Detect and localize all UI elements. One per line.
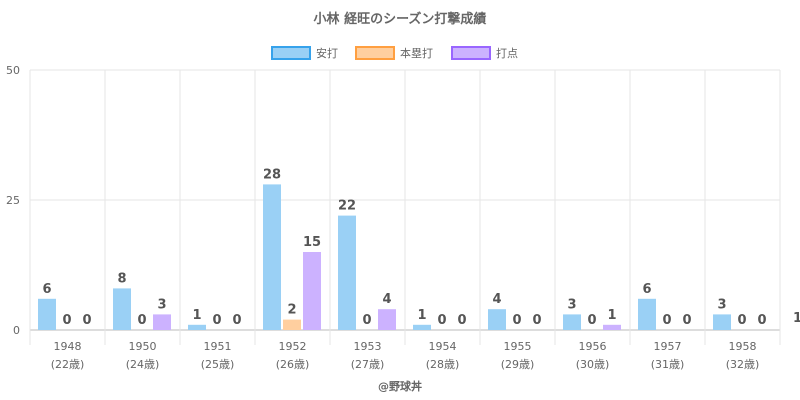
legend-label-1: 本塁打 — [400, 46, 433, 60]
data-label: 0 — [682, 313, 691, 328]
data-label: 4 — [492, 292, 501, 307]
data-label: 0 — [757, 313, 766, 328]
x-tick-sublabel: (30歳) — [576, 358, 610, 371]
x-tick-label: 1952 — [279, 340, 307, 353]
bar-0 — [38, 298, 56, 330]
y-tick-label: 50 — [6, 64, 20, 77]
data-label-clipped: 1 — [793, 311, 800, 326]
data-label: 0 — [362, 313, 371, 328]
bar-0 — [113, 288, 131, 330]
data-label: 6 — [42, 282, 51, 297]
data-label: 0 — [662, 313, 671, 328]
legend-label-0: 安打 — [316, 46, 338, 60]
x-tick-label: 1956 — [579, 340, 607, 353]
legend-label-2: 打点 — [496, 46, 518, 60]
data-label: 3 — [717, 297, 726, 312]
data-label: 0 — [137, 313, 146, 328]
legend-swatch-0 — [271, 46, 311, 60]
x-tick-sublabel: (28歳) — [426, 358, 460, 371]
x-tick-sublabel: (31歳) — [651, 358, 685, 371]
x-tick-label: 1954 — [429, 340, 457, 353]
bar-2 — [603, 324, 621, 330]
data-label: 0 — [62, 313, 71, 328]
x-tick-sublabel: (32歳) — [726, 358, 760, 371]
data-label: 0 — [232, 313, 241, 328]
bar-2 — [303, 252, 321, 330]
x-tick-sublabel: (29歳) — [501, 358, 535, 371]
x-tick-label: 1950 — [129, 340, 157, 353]
bar-2 — [153, 314, 171, 330]
x-tick-label: 1948 — [54, 340, 82, 353]
data-label: 0 — [587, 313, 596, 328]
bar-0 — [638, 298, 656, 330]
data-label: 28 — [263, 167, 281, 182]
data-label: 0 — [82, 313, 91, 328]
bar-0 — [713, 314, 731, 330]
data-label: 2 — [287, 303, 296, 318]
x-tick-sublabel: (27歳) — [351, 358, 385, 371]
y-tick-label: 0 — [13, 324, 20, 337]
data-label: 15 — [303, 235, 321, 250]
credit-label: @野球丼 — [378, 379, 422, 393]
legend-swatch-1 — [355, 46, 395, 60]
data-label: 22 — [338, 199, 356, 214]
x-tick-sublabel: (25歳) — [201, 358, 235, 371]
bar-0 — [263, 184, 281, 330]
bar-0 — [413, 324, 431, 330]
bar-0 — [338, 215, 356, 330]
bar-0 — [563, 314, 581, 330]
data-label: 4 — [382, 292, 391, 307]
x-tick-sublabel: (24歳) — [126, 358, 160, 371]
data-label: 3 — [567, 297, 576, 312]
x-tick-label: 1958 — [729, 340, 757, 353]
bar-0 — [488, 309, 506, 330]
data-label: 8 — [117, 271, 126, 286]
x-tick-label: 1957 — [654, 340, 682, 353]
x-tick-label: 1951 — [204, 340, 232, 353]
y-tick-label: 25 — [6, 194, 20, 207]
x-tick-label: 1953 — [354, 340, 382, 353]
bar-0 — [188, 324, 206, 330]
data-label: 6 — [642, 282, 651, 297]
legend-swatch-2 — [451, 46, 491, 60]
x-tick-sublabel: (26歳) — [276, 358, 310, 371]
data-label: 0 — [532, 313, 541, 328]
bar-1 — [283, 319, 301, 330]
data-label: 0 — [212, 313, 221, 328]
data-label: 0 — [737, 313, 746, 328]
data-label: 0 — [512, 313, 521, 328]
data-label: 1 — [607, 308, 616, 323]
x-tick-label: 1955 — [504, 340, 532, 353]
bar-2 — [378, 309, 396, 330]
data-label: 0 — [437, 313, 446, 328]
data-label: 3 — [157, 297, 166, 312]
data-label: 1 — [417, 308, 426, 323]
data-label: 1 — [192, 308, 201, 323]
data-label: 0 — [457, 313, 466, 328]
x-tick-sublabel: (22歳) — [51, 358, 85, 371]
chart-title: 小林 経旺のシーズン打撃成績 — [314, 11, 487, 27]
